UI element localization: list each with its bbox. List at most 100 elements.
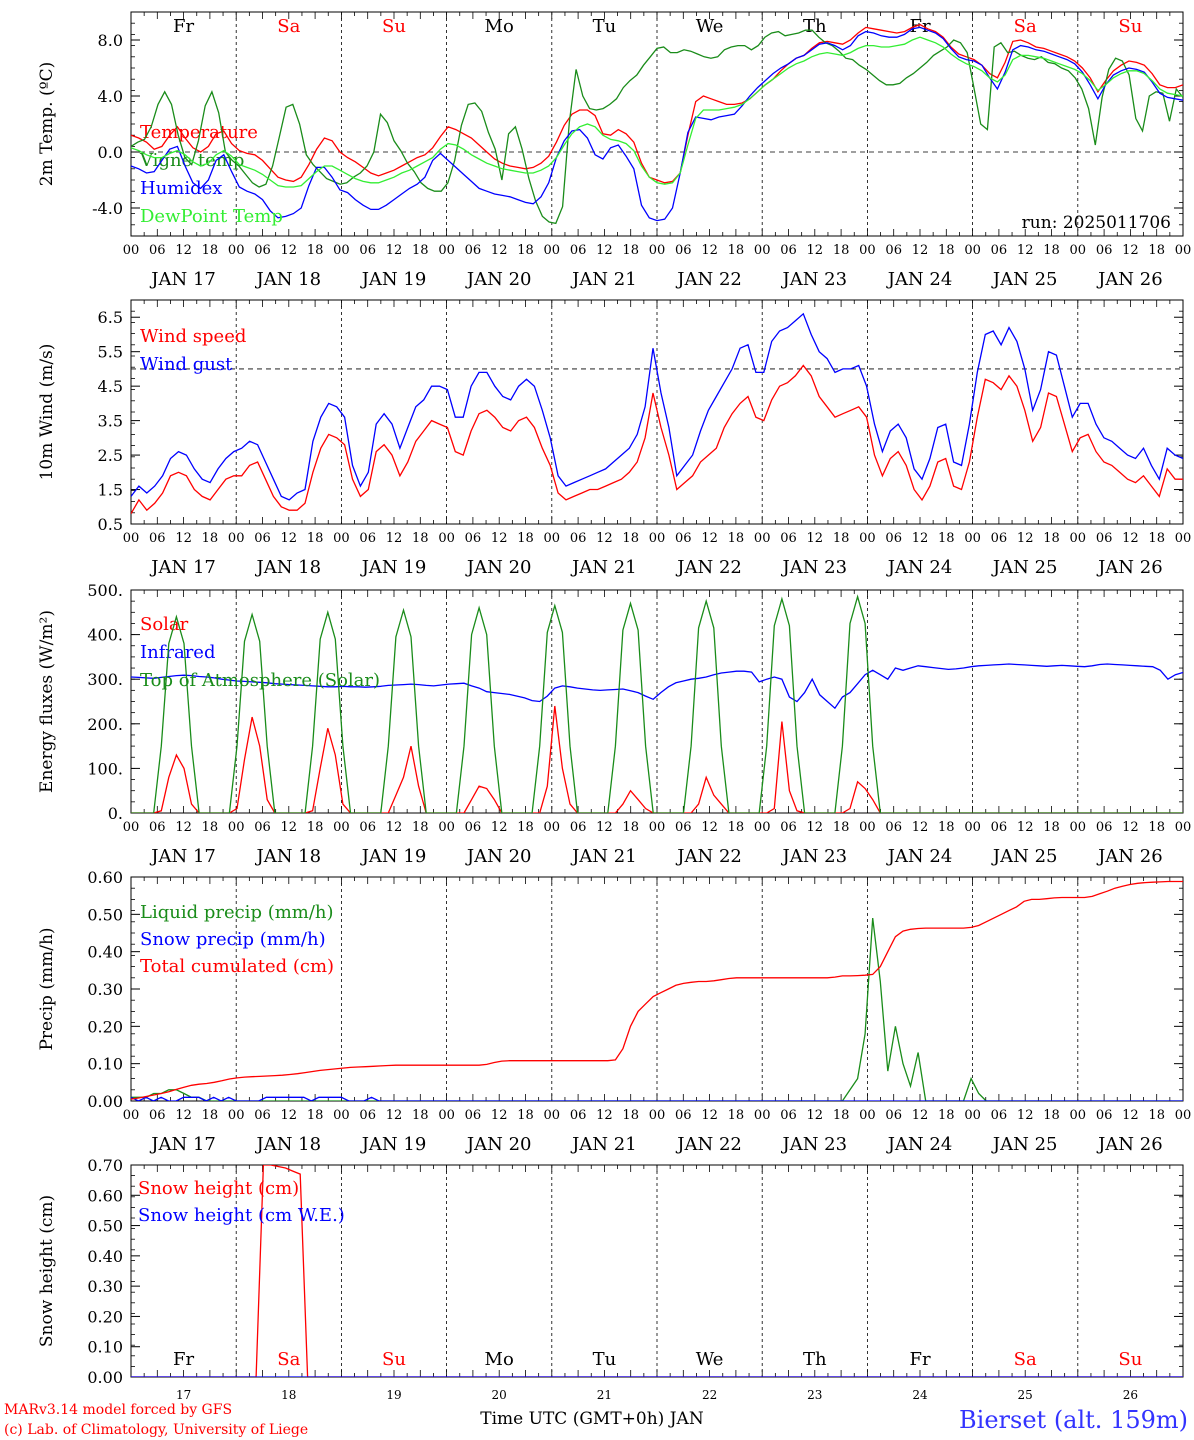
- x-date-label: JAN 25: [991, 846, 1058, 867]
- x-hour-label: 06: [570, 1108, 587, 1123]
- x-hour-label: 18: [1043, 243, 1060, 258]
- x-hour-label: 12: [912, 243, 929, 258]
- x-hour-label: 00: [754, 1108, 771, 1123]
- y-tick-label: 2.5: [98, 446, 123, 465]
- x-hour-label: 00: [859, 531, 876, 546]
- y-tick-label: 0.50: [87, 1217, 123, 1236]
- x-hour-label: 00: [859, 820, 876, 835]
- x-date-label: JAN 20: [465, 269, 532, 290]
- x-hour-label: 00: [1070, 243, 1087, 258]
- x-hour-label: 06: [570, 531, 587, 546]
- x-hour-label: 12: [281, 243, 298, 258]
- day-of-week-label: Su: [1118, 16, 1142, 37]
- x-hour-label: 06: [465, 531, 482, 546]
- x-date-label: JAN 25: [991, 557, 1058, 578]
- y-tick-label: -4.0: [92, 199, 123, 218]
- x-hour-label: 06: [254, 820, 271, 835]
- x-hour-label: 18: [307, 243, 324, 258]
- x-date-label: JAN 17: [149, 1134, 216, 1155]
- x-hour-label: 06: [885, 243, 902, 258]
- x-hour-label: 18: [202, 1108, 219, 1123]
- x-hour-label: 18: [412, 531, 429, 546]
- x-hour-label: 18: [1043, 1108, 1060, 1123]
- day-of-week-label: Fr: [909, 16, 930, 37]
- x-hour-label: 12: [807, 243, 824, 258]
- x-hour-label: 00: [123, 820, 140, 835]
- x-hour-label: 18: [307, 1108, 324, 1123]
- x-hour-label: 00: [754, 531, 771, 546]
- x-hour-label: 00: [754, 243, 771, 258]
- series-line-red: [131, 1165, 1183, 1377]
- x-hour-label: 06: [885, 1108, 902, 1123]
- day-number-label: 22: [702, 1388, 717, 1402]
- x-hour-label: 06: [149, 820, 166, 835]
- x-hour-label: 12: [175, 531, 192, 546]
- day-number-label: 26: [1123, 1388, 1138, 1402]
- day-of-week-label: We: [696, 1349, 724, 1370]
- plot-frame: [130, 11, 1184, 237]
- x-hour-label: 12: [807, 1108, 824, 1123]
- y-tick-label: 0.60: [87, 868, 123, 887]
- day-of-week-label: Th: [803, 16, 827, 37]
- y-tick-label: 0.00: [87, 1092, 123, 1111]
- x-date-label: JAN 25: [991, 1134, 1058, 1155]
- x-hour-label: 12: [386, 820, 403, 835]
- x-hour-label: 00: [228, 531, 245, 546]
- x-hour-label: 18: [622, 531, 639, 546]
- legend-entry: Top of Atmosphere (Solar): [140, 670, 380, 691]
- y-tick-label: 0.30: [87, 1277, 123, 1296]
- x-hour-label: 12: [596, 243, 613, 258]
- y-tick-label: 0.20: [87, 1017, 123, 1036]
- x-hour-label: 06: [780, 1108, 797, 1123]
- y-tick-label: 0.40: [87, 1247, 123, 1266]
- x-hour-label: 12: [701, 531, 718, 546]
- x-hour-label: 06: [1096, 531, 1113, 546]
- x-hour-label: 06: [885, 531, 902, 546]
- x-hour-label: 00: [1070, 820, 1087, 835]
- x-hour-label: 12: [491, 1108, 508, 1123]
- x-hour-label: 12: [175, 243, 192, 258]
- panel-1: -4.0 0.0 4.0 8.0 2m Temp. (ºC) 00 06 12 18 JAN 17…: [37, 11, 1191, 290]
- day-of-week-label: Sa: [277, 1349, 300, 1370]
- series-line-red: [131, 23, 1183, 184]
- y-tick-label: 0.20: [87, 1307, 123, 1326]
- x-hour-label: 00: [649, 1108, 666, 1123]
- x-hour-label: 18: [1148, 1108, 1165, 1123]
- day-of-week-label: We: [696, 16, 724, 37]
- legend-entry: Wind speed: [140, 326, 246, 347]
- x-hour-label: 00: [649, 531, 666, 546]
- x-hour-label: 06: [1096, 1108, 1113, 1123]
- x-hour-label: 00: [438, 1108, 455, 1123]
- x-hour-label: 06: [675, 243, 692, 258]
- x-hour-label: 00: [1070, 531, 1087, 546]
- x-hour-label: 00: [1175, 1108, 1192, 1123]
- x-hour-label: 00: [333, 243, 350, 258]
- series-line-blue: [131, 312, 1183, 501]
- x-hour-label: 06: [675, 820, 692, 835]
- day-of-week-label: Fr: [173, 16, 194, 37]
- day-of-week-label: Sa: [1014, 1349, 1037, 1370]
- x-hour-label: 00: [544, 1108, 561, 1123]
- x-date-label: JAN 19: [360, 557, 427, 578]
- y-tick-label: 0.0: [98, 143, 123, 162]
- x-date-label: JAN 25: [991, 269, 1058, 290]
- y-tick-label: 0.: [108, 804, 123, 823]
- day-number-label: 21: [597, 1388, 612, 1402]
- x-hour-label: 00: [964, 243, 981, 258]
- x-hour-label: 12: [491, 820, 508, 835]
- x-hour-label: 00: [438, 531, 455, 546]
- x-hour-label: 06: [149, 531, 166, 546]
- x-hour-label: 12: [701, 1108, 718, 1123]
- x-hour-label: 18: [307, 820, 324, 835]
- x-hour-label: 12: [912, 1108, 929, 1123]
- y-tick-label: 0.5: [98, 515, 123, 534]
- x-hour-label: 06: [675, 1108, 692, 1123]
- y-tick-label: 4.0: [98, 87, 123, 106]
- day-number-label: 18: [281, 1388, 296, 1402]
- x-hour-label: 00: [438, 243, 455, 258]
- x-hour-label: 18: [1148, 243, 1165, 258]
- x-hour-label: 00: [649, 243, 666, 258]
- x-hour-label: 12: [1017, 243, 1034, 258]
- x-hour-label: 00: [964, 531, 981, 546]
